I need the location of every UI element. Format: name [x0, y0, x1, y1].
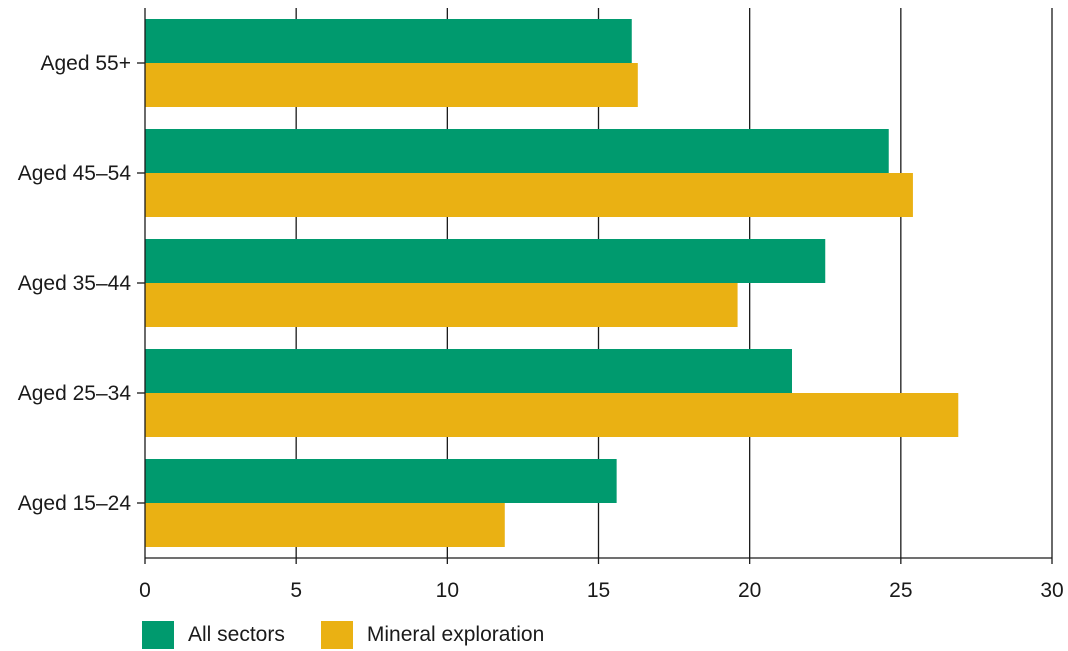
legend-swatch-mineral-exploration — [320, 621, 353, 649]
bar-all-sectors-3 — [145, 349, 792, 393]
x-tick-label-15: 15 — [587, 579, 610, 602]
bar-all-sectors-2 — [145, 239, 826, 283]
category-label-3: Aged 25–34 — [18, 382, 132, 405]
bar-all-sectors-0 — [145, 19, 632, 63]
bar-mineral-exploration-3 — [145, 393, 959, 437]
legend-item-mineral-exploration: Mineral exploration — [320, 621, 545, 649]
legend-label-all-sectors: All sectors — [188, 623, 285, 646]
x-tick-label-0: 0 — [139, 579, 151, 602]
bar-chart: 0 5 10 15 20 25 30 Aged 55+ Aged 45–54 Aged 35–4… — [18, 8, 1064, 602]
category-label-1: Aged 45–54 — [18, 162, 132, 185]
x-tick-label-5: 5 — [290, 579, 302, 602]
x-tick-label-30: 30 — [1040, 579, 1063, 602]
bar-mineral-exploration-4 — [145, 503, 505, 547]
category-labels: Aged 55+ Aged 45–54 Aged 35–44 Aged 25–34 Ag… — [18, 52, 132, 515]
axes — [137, 8, 1053, 564]
legend-swatch-all-sectors — [142, 621, 174, 649]
x-tick-label-20: 20 — [738, 579, 761, 602]
bar-mineral-exploration-0 — [145, 63, 638, 107]
legend-label-mineral-exploration: Mineral exploration — [366, 623, 545, 646]
bar-all-sectors-1 — [145, 129, 889, 173]
legend-item-all-sectors: All sectors — [142, 621, 285, 649]
x-tick-label-10: 10 — [436, 579, 459, 602]
bar-mineral-exploration-2 — [145, 283, 738, 327]
x-tick-label-25: 25 — [889, 579, 912, 602]
bar-mineral-exploration-1 — [145, 173, 913, 217]
bars — [145, 19, 959, 547]
category-label-0: Aged 55+ — [40, 52, 131, 75]
legend: All sectors Mineral exploration — [142, 620, 580, 650]
x-tick-labels: 0 5 10 15 20 25 30 — [139, 579, 1064, 602]
category-label-4: Aged 15–24 — [18, 492, 132, 515]
category-label-2: Aged 35–44 — [18, 272, 132, 295]
bar-all-sectors-4 — [145, 459, 617, 503]
